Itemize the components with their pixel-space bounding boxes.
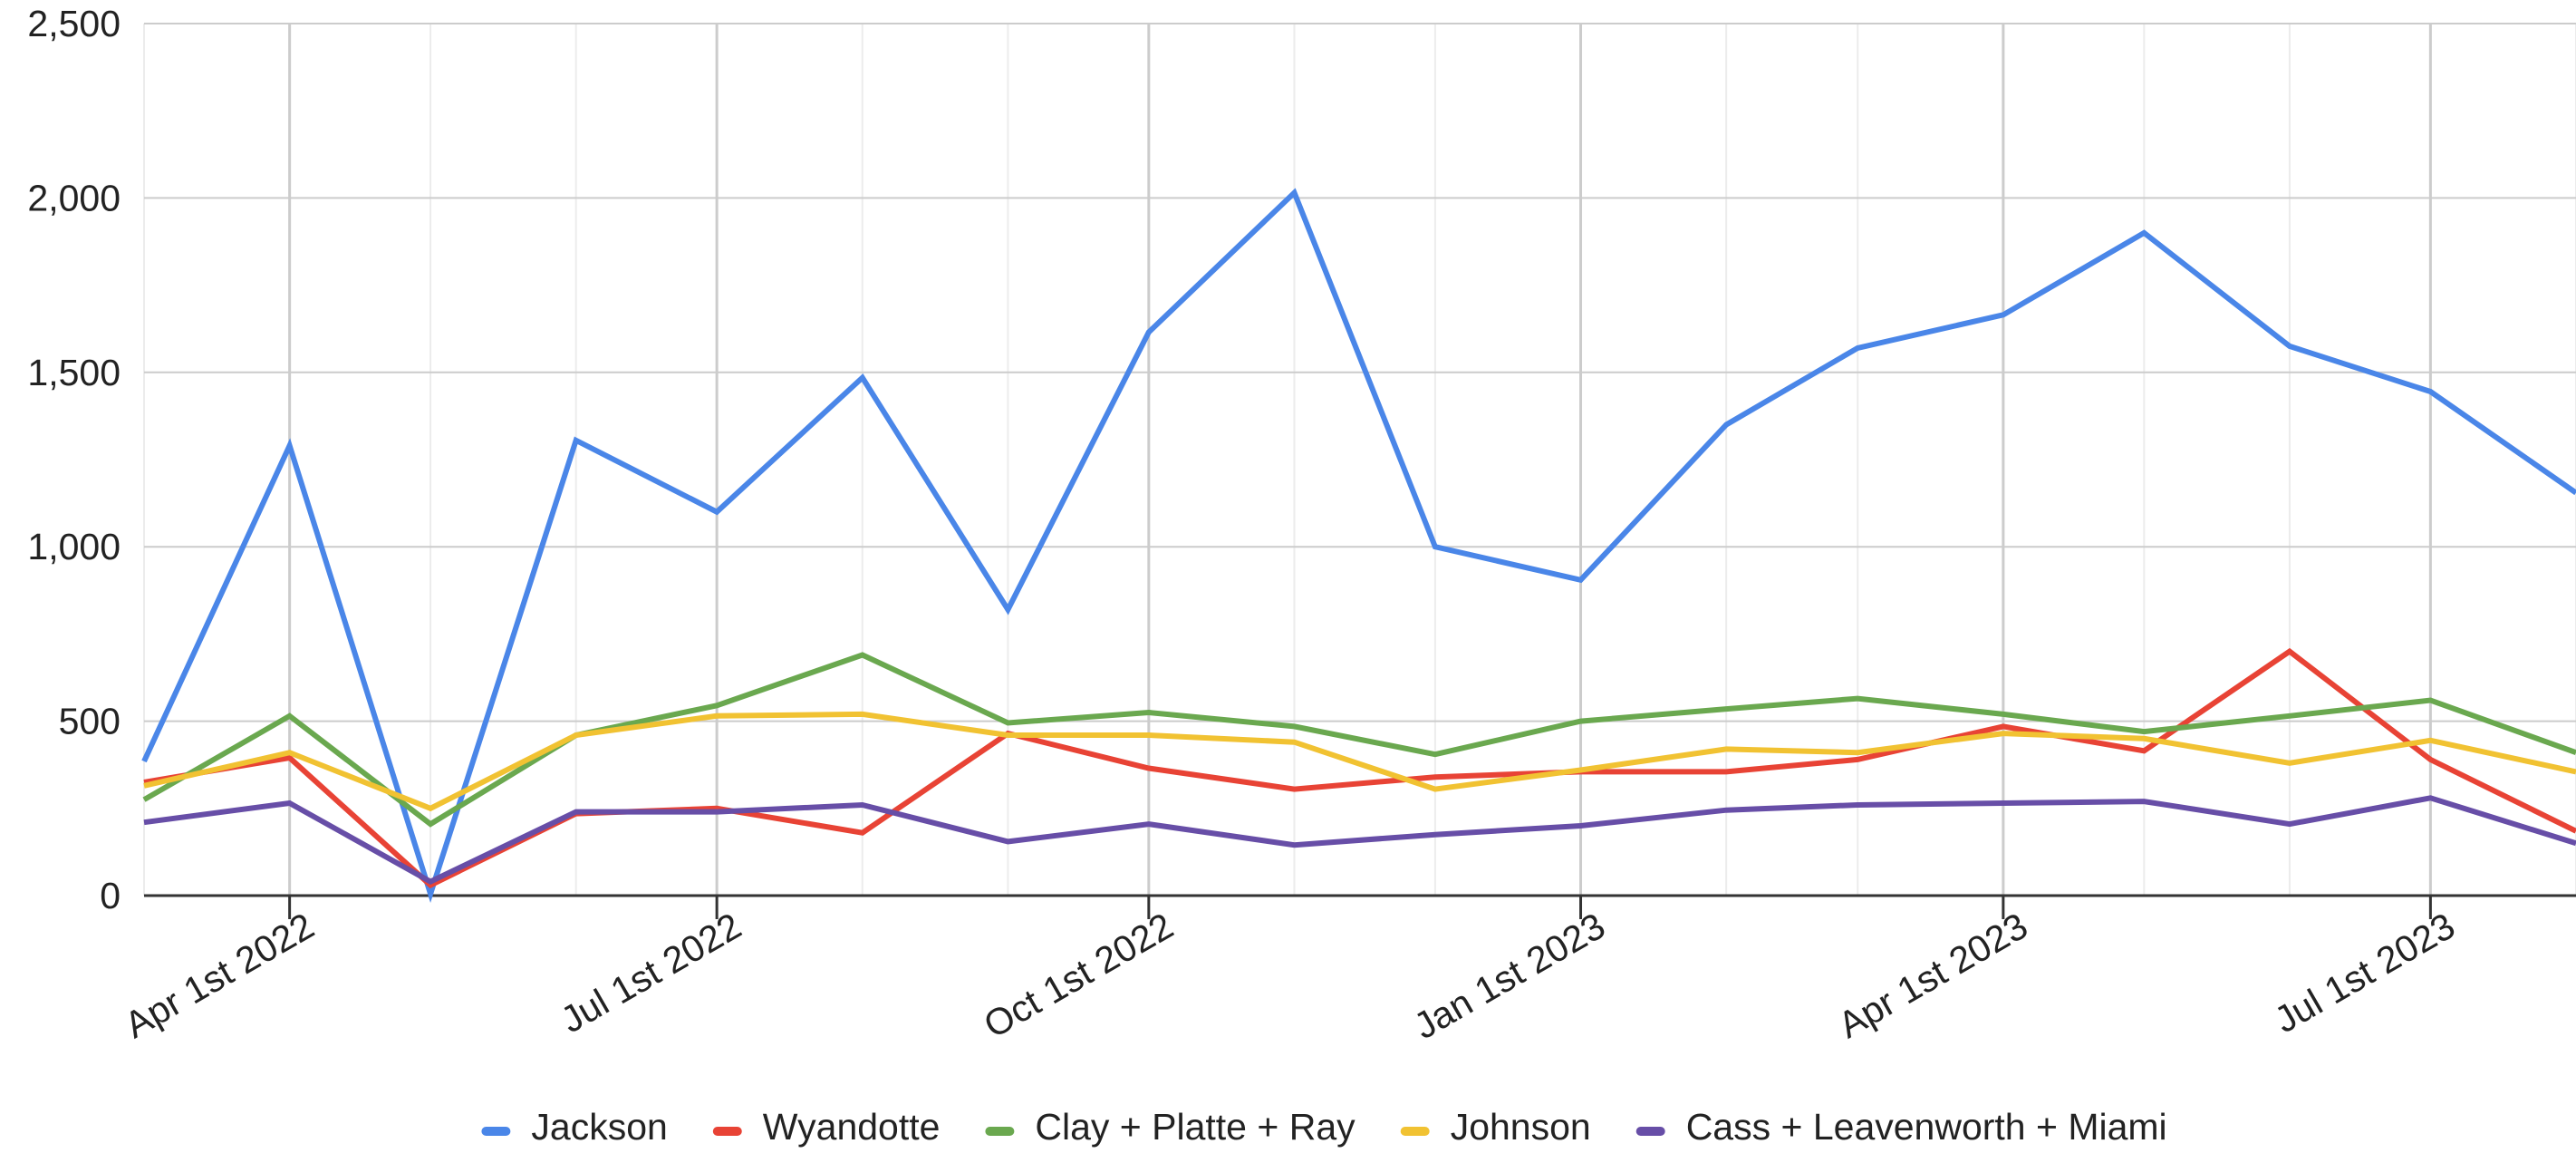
legend-label: Johnson (1451, 1106, 1591, 1148)
legend-item: Wyandotte (712, 1106, 941, 1148)
series-layer (141, 188, 2576, 904)
x-tick-label: Apr 1st 2022 (118, 905, 321, 1046)
y-tick-label: 0 (100, 875, 121, 916)
legend-label: Wyandotte (763, 1106, 941, 1148)
series-line-clay-platte-ray (142, 652, 2576, 828)
legend-item: Cass + Leavenworth + Miami (1635, 1106, 2167, 1148)
grid (143, 23, 2576, 896)
x-tick-label: Jan 1st 2023 (1407, 905, 1612, 1047)
legend-label: Cass + Leavenworth + Miami (1686, 1106, 2167, 1148)
x-tick-label: Jul 1st 2023 (2267, 905, 2461, 1041)
x-tick-label: Jul 1st 2022 (554, 905, 748, 1041)
legend-swatch (985, 1127, 1015, 1136)
legend-label: Jackson (531, 1106, 667, 1148)
legend: Jackson Wyandotte Clay + Platte + Ray Johns… (481, 1106, 2167, 1148)
y-tick-label: 1,500 (27, 352, 121, 393)
legend-swatch (1400, 1127, 1430, 1136)
axes: 0 500 1,000 1,500 2,000 2,500 Apr 1st 2022 Jul … (27, 3, 2576, 1047)
legend-item: Clay + Platte + Ray (985, 1106, 1356, 1148)
y-tick-label: 2,500 (27, 3, 121, 44)
legend-swatch (712, 1127, 742, 1136)
y-tick-label: 500 (59, 701, 121, 742)
x-tick-label: Oct 1st 2022 (977, 905, 1180, 1046)
legend-item: Johnson (1400, 1106, 1591, 1148)
series-line-johnson (143, 711, 2576, 812)
legend-item: Jackson (481, 1106, 668, 1148)
y-tick-label: 2,000 (27, 177, 121, 218)
series-line-cass-leavenworth-miami (143, 795, 2576, 885)
y-tick-label: 1,000 (27, 526, 121, 567)
legend-swatch (481, 1127, 511, 1136)
x-tick-label: Apr 1st 2023 (1831, 905, 2034, 1046)
legend-swatch (1635, 1127, 1665, 1136)
series-line-jackson (141, 188, 2576, 904)
legend-label: Clay + Platte + Ray (1035, 1106, 1356, 1148)
